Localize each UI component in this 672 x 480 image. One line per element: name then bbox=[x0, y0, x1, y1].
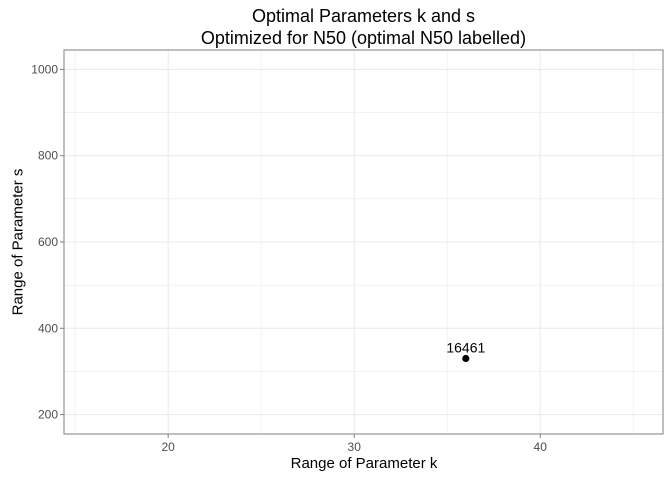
chart-title: Optimal Parameters k and s bbox=[251, 6, 476, 26]
x-tick-label: 40 bbox=[534, 440, 548, 454]
y-axis-label: Range of Parameter s bbox=[9, 168, 27, 316]
y-tick-label: 600 bbox=[38, 235, 58, 249]
minor-gridlines bbox=[64, 50, 663, 434]
y-tick-label: 1000 bbox=[31, 62, 58, 76]
major-gridlines bbox=[64, 50, 663, 434]
y-tick-label: 400 bbox=[38, 321, 58, 335]
data-points: 16461 bbox=[446, 339, 485, 363]
x-tick-label: 30 bbox=[348, 440, 362, 454]
y-tick-label: 200 bbox=[38, 408, 58, 422]
x-axis-label: Range of Parameter k bbox=[290, 455, 438, 472]
chart-subtitle: Optimized for N50 (optimal N50 labelled) bbox=[200, 28, 527, 48]
data-point-label: 16461 bbox=[446, 339, 485, 355]
x-tick-label: 20 bbox=[161, 440, 175, 454]
y-tick-label: 800 bbox=[38, 149, 58, 163]
axis-ticks: 20 30 40 200 400 600 800 1000 bbox=[31, 62, 547, 454]
data-point bbox=[462, 354, 470, 363]
